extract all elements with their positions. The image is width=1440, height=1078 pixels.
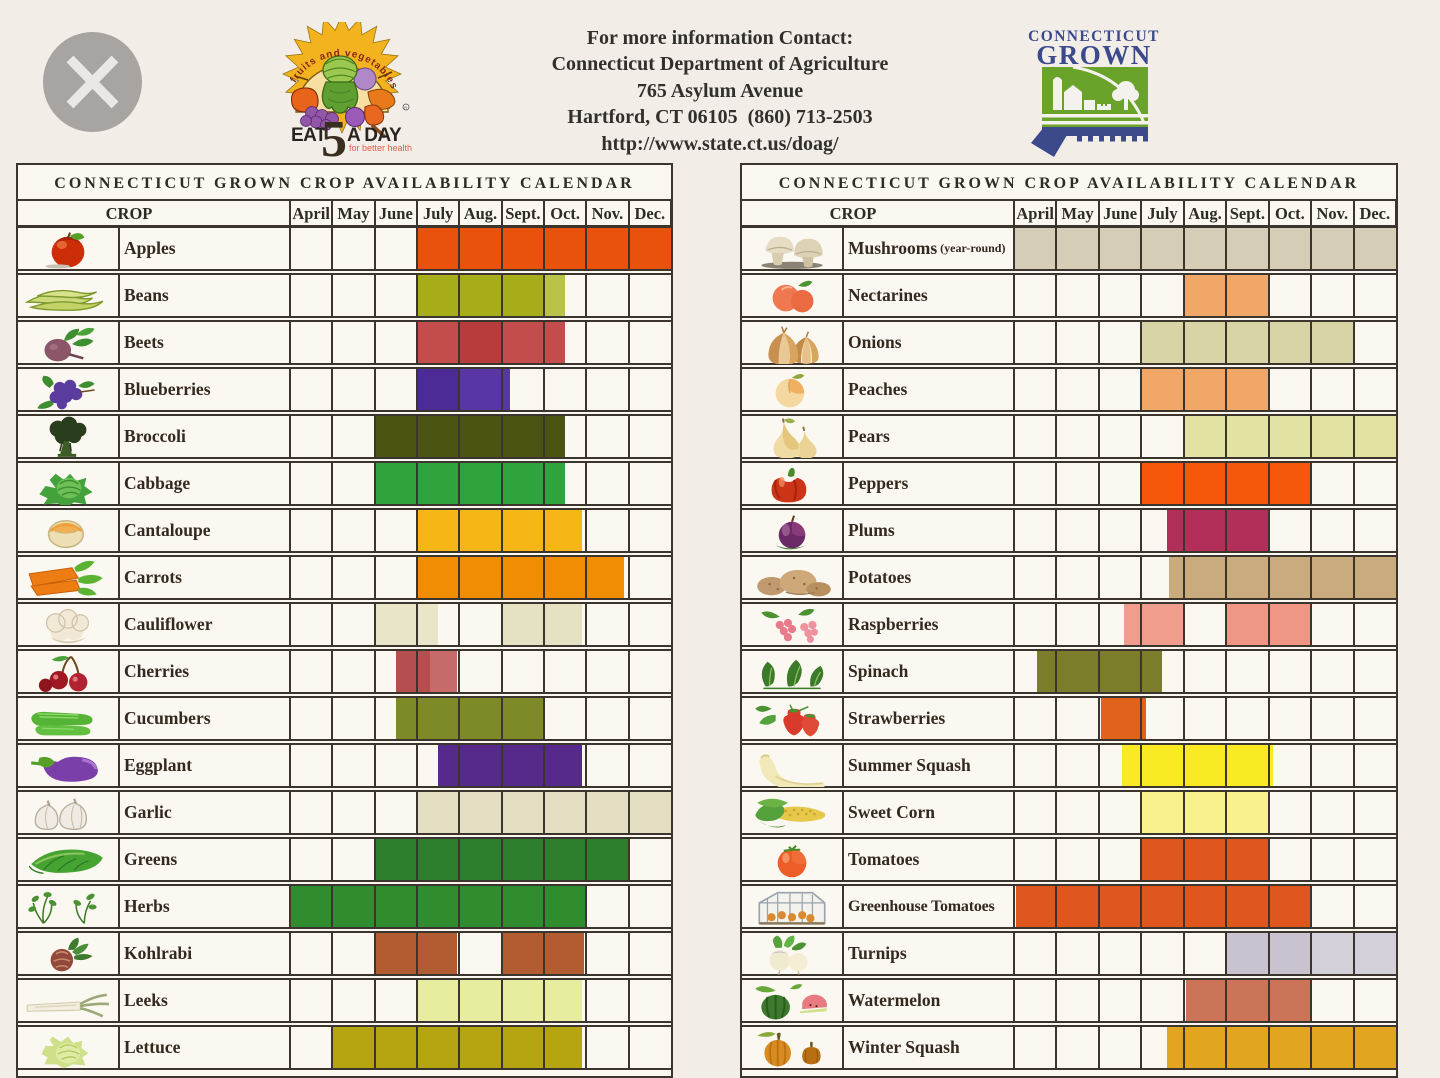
svg-text:EAT: EAT [291,125,327,146]
svg-text:for better health: for better health [349,143,412,153]
svg-text:GROWN: GROWN [1036,40,1152,70]
svg-text:5: 5 [321,111,347,162]
svg-text:R: R [404,106,408,111]
svg-text:CONNECTICUT: CONNECTICUT [1028,28,1160,45]
svg-text:A DAY: A DAY [347,125,402,146]
